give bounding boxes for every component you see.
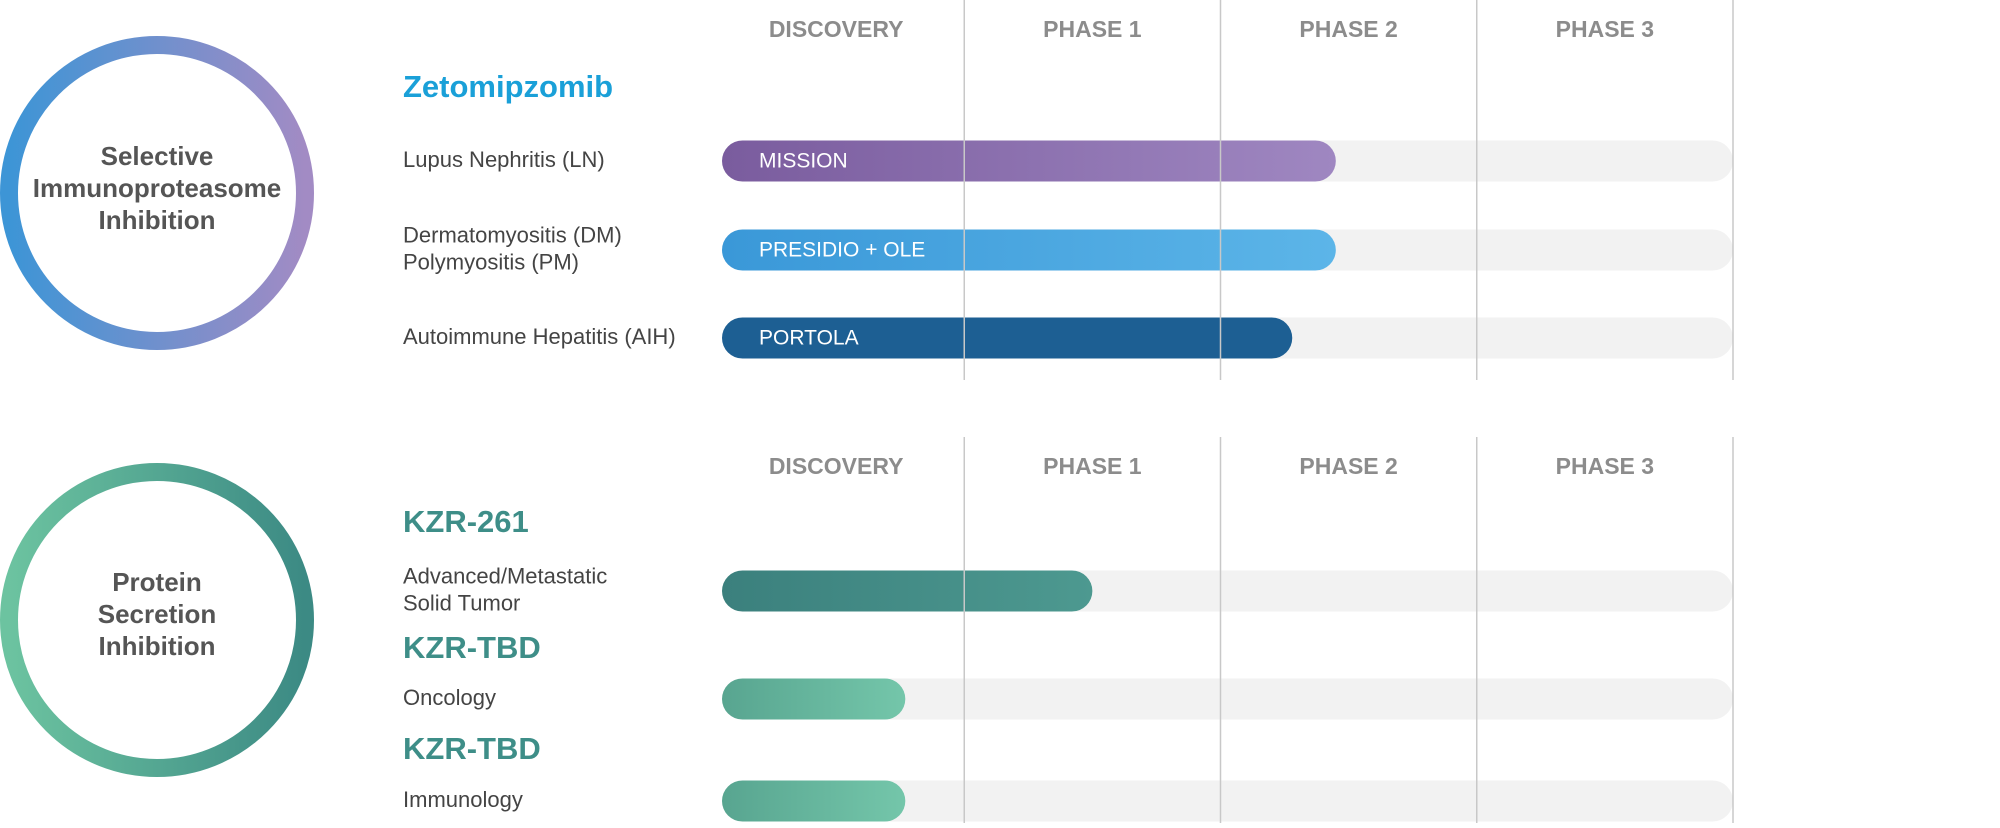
track <box>722 780 1733 822</box>
study-label: PORTOLA <box>759 327 859 350</box>
phase-header: PHASE 3 <box>1556 16 1654 42</box>
indication-label: Lupus Nephritis (LN) <box>403 147 605 172</box>
progress-bar <box>722 317 1293 359</box>
phase-header: PHASE 1 <box>1043 453 1142 479</box>
indication-label: Oncology <box>403 685 496 710</box>
indication-label: Solid Tumor <box>403 590 520 615</box>
track <box>722 678 1733 720</box>
study-label: MISSION <box>759 150 848 173</box>
indication-label: Advanced/Metastatic <box>403 563 607 588</box>
progress-bar <box>722 780 906 822</box>
mechanism-label: Protein <box>112 567 202 597</box>
mechanism-label: Secretion <box>98 599 217 629</box>
phase-header: DISCOVERY <box>769 453 904 479</box>
program-name: KZR-TBD <box>403 630 541 665</box>
phase-header: PHASE 1 <box>1043 16 1142 42</box>
program-name: KZR-261 <box>403 504 529 539</box>
mechanism-label: Immunoproteasome <box>33 173 282 203</box>
phase-header: PHASE 3 <box>1556 453 1654 479</box>
mechanism-label: Inhibition <box>99 205 216 235</box>
progress-bar <box>722 140 1336 182</box>
indication-label: Autoimmune Hepatitis (AIH) <box>403 324 676 349</box>
study-label: PRESIDIO + OLE <box>759 239 925 262</box>
mechanism-label: Selective <box>101 141 214 171</box>
indication-label: Polymyositis (PM) <box>403 249 579 274</box>
phase-header: DISCOVERY <box>769 16 904 42</box>
mechanism-ring <box>0 36 314 350</box>
program-name: KZR-TBD <box>403 731 541 766</box>
mechanism-label: Inhibition <box>99 631 216 661</box>
program-name: Zetomipzomib <box>403 69 613 104</box>
indication-label: Dermatomyositis (DM) <box>403 222 622 247</box>
indication-label: Immunology <box>403 787 523 812</box>
progress-bar <box>722 678 906 720</box>
phase-header: PHASE 2 <box>1299 453 1397 479</box>
phase-header: PHASE 2 <box>1299 16 1397 42</box>
mechanism-ring <box>0 463 314 777</box>
progress-bar <box>722 570 1093 612</box>
progress-bar <box>722 229 1336 271</box>
